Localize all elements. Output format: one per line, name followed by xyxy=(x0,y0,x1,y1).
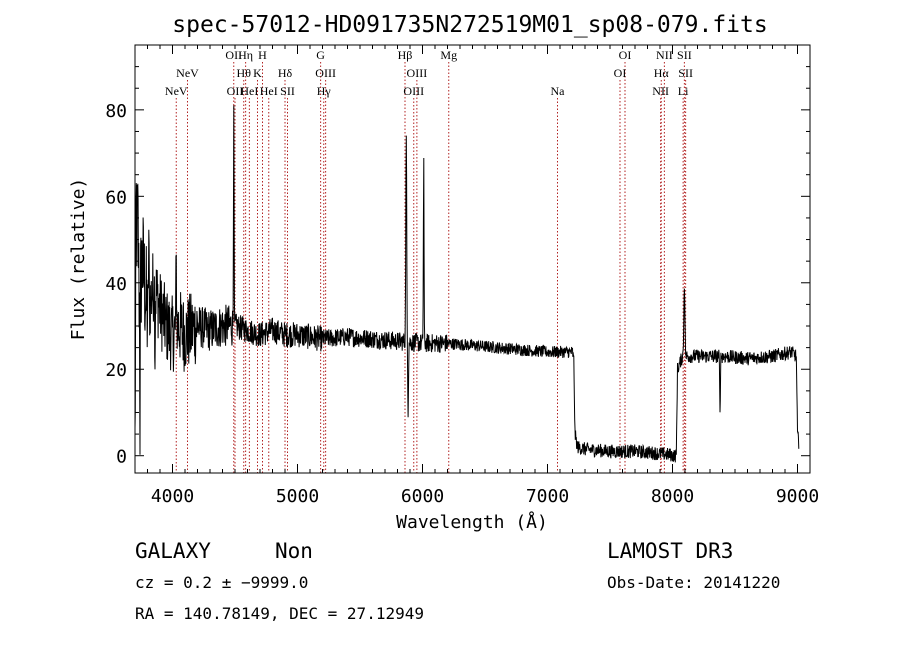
x-tick-label: 4000 xyxy=(151,486,194,507)
marker-label: Hθ xyxy=(237,66,252,80)
marker-label: OIII xyxy=(315,66,336,80)
x-tick-label: 5000 xyxy=(276,486,319,507)
marker-label: OI xyxy=(614,66,627,80)
marker-label: NII xyxy=(652,84,669,98)
x-tick-label: 6000 xyxy=(401,486,444,507)
marker-label: Li xyxy=(678,84,689,98)
marker-label: HeI xyxy=(240,84,258,98)
spectrum-line xyxy=(134,105,800,463)
marker-label: NeV xyxy=(176,66,199,80)
marker-label: H xyxy=(258,48,267,62)
marker-label: OII xyxy=(225,48,242,62)
y-tick-label: 40 xyxy=(105,274,127,295)
marker-label: Hη xyxy=(238,48,253,62)
marker-label: NeV xyxy=(165,84,188,98)
x-tick-label: 9000 xyxy=(776,486,819,507)
marker-label: OI xyxy=(619,48,632,62)
y-tick-label: 20 xyxy=(105,360,127,381)
spectral-line-markers xyxy=(175,62,687,473)
y-tick-label: 60 xyxy=(105,187,127,208)
marker-label: OII xyxy=(227,84,244,98)
coordinates: RA = 140.78149, DEC = 27.12949 xyxy=(135,604,424,623)
marker-label: Hδ xyxy=(278,66,293,80)
redshift-value: cz = 0.2 ± −9999.0 xyxy=(135,573,308,592)
x-tick-label: 7000 xyxy=(526,486,569,507)
marker-label: Hα xyxy=(654,66,670,80)
marker-label: G xyxy=(316,48,325,62)
marker-label: SII xyxy=(677,48,692,62)
marker-label: Hγ xyxy=(317,84,332,98)
y-axis: 0 20 40 60 80 xyxy=(105,66,810,468)
object-subclass: Non xyxy=(275,539,313,563)
spectral-line-labels: NeVNeVOIIOIIHηHθHeIHKHeIHδSIIGOIIIHγHβOI… xyxy=(165,48,693,98)
marker-label: SII xyxy=(678,66,693,80)
marker-label: K xyxy=(253,66,262,80)
observation-date: Obs-Date: 20141220 xyxy=(607,573,780,592)
marker-label: Na xyxy=(551,84,566,98)
x-axis: 4000 5000 6000 7000 8000 9000 xyxy=(147,45,819,507)
y-tick-label: 80 xyxy=(105,101,127,122)
chart-title: spec-57012-HD091735N272519M01_sp08-079.f… xyxy=(172,12,767,38)
marker-label: OIII xyxy=(407,66,428,80)
y-tick-label: 0 xyxy=(116,447,127,468)
survey-name: LAMOST DR3 xyxy=(607,539,733,563)
marker-label: NII xyxy=(656,48,673,62)
plot-frame xyxy=(134,44,811,474)
x-axis-label: Wavelength (Å) xyxy=(396,511,548,533)
marker-label: SII xyxy=(280,84,295,98)
x-tick-label: 8000 xyxy=(651,486,694,507)
marker-label: Hβ xyxy=(398,48,413,62)
y-axis-label: Flux (relative) xyxy=(68,178,89,341)
marker-label: OIII xyxy=(403,84,424,98)
marker-label: Mg xyxy=(440,48,457,62)
marker-label: HeI xyxy=(260,84,278,98)
object-class: GALAXY xyxy=(135,539,211,563)
